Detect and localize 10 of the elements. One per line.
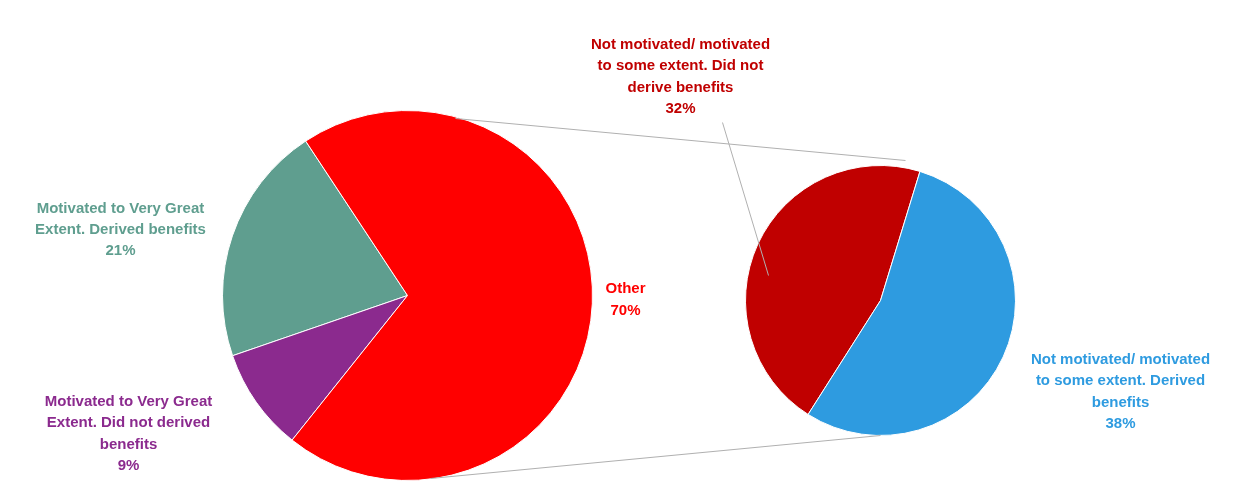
data-label: 70% bbox=[610, 300, 641, 318]
slice-label: Not motivated/ motivated to some extent. Derived benefits bbox=[1030, 350, 1211, 410]
slice-label: Other bbox=[605, 279, 646, 297]
data-label: 38% bbox=[1105, 413, 1136, 431]
data-label: 32% bbox=[665, 98, 696, 116]
data-label: 21% bbox=[105, 241, 136, 259]
slice-label: Not motivated/ motivated to some extent. Did not derive benefits bbox=[590, 35, 771, 95]
slice-label: Motivated to Very Great Extent. Did not derived benefits bbox=[44, 392, 213, 452]
data-label: 9% bbox=[117, 455, 140, 473]
slice-label: Motivated to Very Great Extent. Derived benefits bbox=[35, 198, 206, 237]
